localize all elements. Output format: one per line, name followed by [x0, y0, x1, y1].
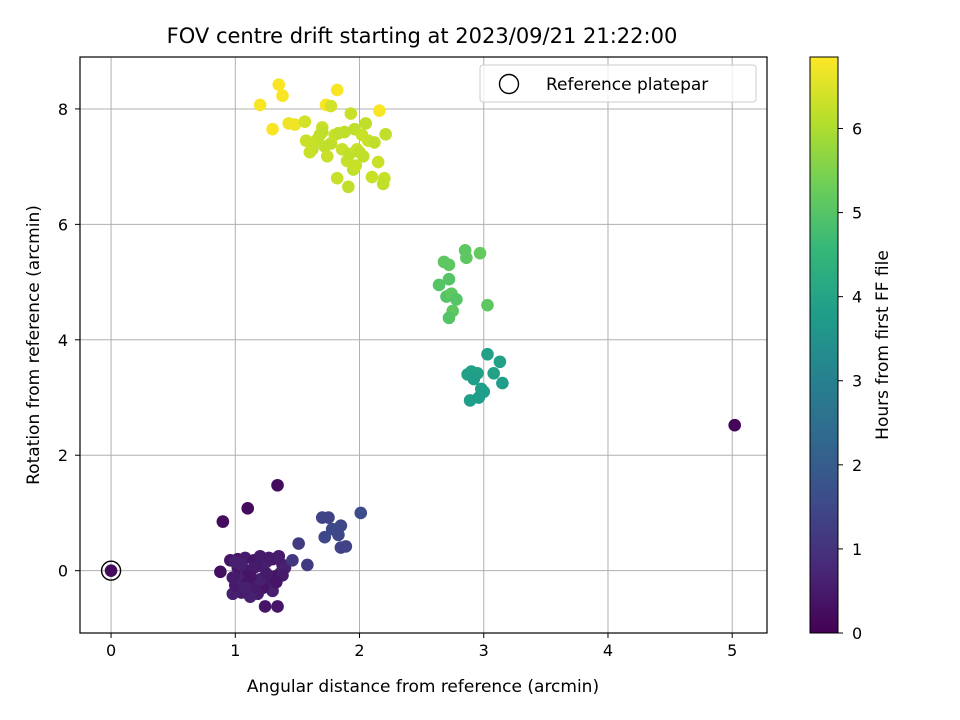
data-point — [368, 136, 381, 149]
data-point — [286, 553, 299, 567]
legend-box — [479, 64, 757, 103]
y-axis-label: Rotation from reference (arcmin) — [24, 205, 44, 485]
data-point — [481, 347, 494, 361]
data-point — [432, 278, 446, 292]
plot-points — [100, 78, 741, 613]
data-point — [442, 311, 456, 325]
colorbar-ticks: 0 1 2 3 4 5 6 — [838, 119, 862, 643]
data-point — [104, 564, 118, 577]
data-point — [315, 125, 329, 139]
data-point — [241, 502, 255, 515]
data-point — [334, 519, 348, 532]
x-tick-label: 4 — [603, 641, 613, 660]
data-point — [379, 128, 392, 141]
data-point — [214, 565, 227, 579]
plot-frame — [79, 56, 768, 634]
x-axis-label: Angular distance from reference (arcmin) — [247, 677, 599, 697]
data-point — [365, 170, 379, 184]
data-point — [342, 180, 355, 194]
data-point — [354, 506, 368, 520]
data-point — [226, 571, 240, 584]
data-point — [339, 540, 353, 553]
data-point — [330, 171, 344, 185]
colorbar-gradient — [809, 56, 839, 634]
data-point — [359, 117, 373, 130]
data-point — [260, 567, 273, 580]
data-point — [253, 98, 267, 112]
data-point — [276, 89, 289, 102]
data-point — [371, 155, 385, 169]
y-axis: 0 2 4 6 8 — [58, 100, 80, 581]
data-point — [266, 122, 279, 136]
data-point — [299, 134, 313, 147]
data-point — [356, 149, 370, 163]
data-point — [481, 298, 494, 312]
data-point — [238, 581, 252, 595]
chart-title: FOV centre drift starting at 2023/09/21 … — [167, 24, 678, 48]
x-tick-label: 2 — [354, 641, 364, 660]
data-point — [303, 145, 317, 159]
x-tick-label: 3 — [479, 641, 489, 660]
colorbar-tick-label: 0 — [852, 624, 862, 643]
x-tick-label: 5 — [727, 641, 737, 660]
colorbar-tick-label: 6 — [852, 119, 862, 138]
reference-platepar-marker — [100, 560, 122, 581]
y-tick-label: 4 — [58, 331, 68, 350]
y-tick-label: 0 — [58, 562, 68, 581]
data-point — [258, 600, 272, 613]
data-point — [728, 418, 741, 432]
data-point — [216, 515, 230, 528]
data-point — [442, 258, 456, 272]
x-tick-label: 0 — [106, 641, 116, 660]
data-point — [473, 246, 487, 260]
data-point — [493, 355, 507, 369]
data-point — [272, 78, 286, 92]
data-point — [344, 107, 358, 120]
data-point — [324, 99, 338, 113]
colorbar: 0 1 2 3 4 5 6 Hours from first FF file — [809, 56, 893, 643]
data-point — [477, 385, 491, 399]
data-point — [487, 366, 500, 380]
colorbar-tick-label: 3 — [852, 372, 862, 391]
legend-label-reference-platepar: Reference platepar — [546, 75, 708, 95]
data-point — [376, 177, 390, 191]
data-point — [271, 600, 284, 613]
data-point — [373, 104, 386, 117]
plot-grid — [80, 57, 767, 633]
x-axis: 0 1 2 3 4 5 — [106, 633, 737, 660]
colorbar-tick-label: 1 — [852, 540, 862, 559]
data-point — [288, 118, 302, 131]
colorbar-tick-label: 2 — [852, 456, 862, 475]
colorbar-tick-label: 4 — [852, 288, 862, 307]
x-tick-label: 1 — [230, 641, 240, 660]
colorbar-tick-label: 5 — [852, 204, 862, 223]
data-point — [496, 376, 509, 390]
data-point — [318, 530, 332, 544]
data-point — [292, 537, 305, 550]
data-point — [320, 149, 334, 163]
data-point — [269, 575, 283, 589]
data-point — [243, 570, 257, 583]
y-tick-label: 2 — [58, 446, 68, 465]
data-point — [271, 478, 284, 492]
data-point — [467, 372, 481, 386]
y-tick-label: 8 — [58, 100, 68, 119]
data-point — [338, 125, 351, 139]
legend: Reference platepar — [479, 64, 757, 103]
data-point — [298, 115, 312, 128]
data-point — [442, 272, 456, 286]
data-point — [330, 83, 344, 97]
y-tick-label: 6 — [58, 215, 68, 234]
data-point — [262, 551, 276, 565]
colorbar-label: Hours from first FF file — [873, 250, 893, 440]
data-point — [251, 559, 264, 573]
data-point — [322, 511, 335, 524]
legend-reference-marker — [498, 73, 520, 95]
data-point — [450, 293, 463, 306]
data-point — [460, 251, 473, 265]
data-point — [349, 159, 363, 172]
data-point — [228, 555, 242, 569]
data-point — [301, 558, 314, 572]
